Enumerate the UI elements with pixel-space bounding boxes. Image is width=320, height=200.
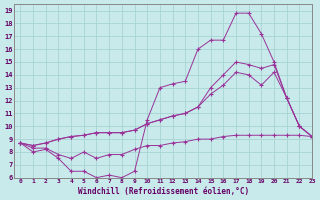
X-axis label: Windchill (Refroidissement éolien,°C): Windchill (Refroidissement éolien,°C): [77, 187, 249, 196]
